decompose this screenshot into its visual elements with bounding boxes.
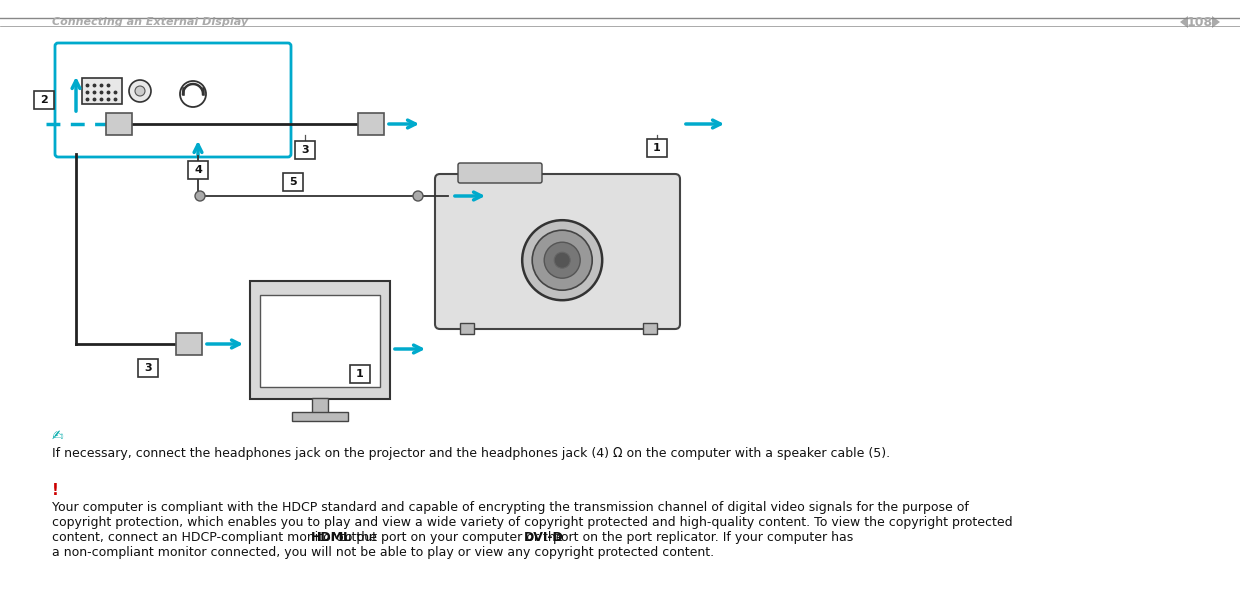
Bar [105, 113, 131, 135]
Text: 1: 1 [653, 143, 661, 153]
Circle shape [195, 191, 205, 201]
Bar [647, 139, 667, 157]
Text: ✍: ✍ [52, 429, 63, 443]
Bar [260, 295, 379, 387]
Text: DVI-D: DVI-D [523, 531, 563, 544]
Bar [358, 113, 384, 135]
Bar [295, 141, 315, 159]
Polygon shape [1180, 16, 1188, 28]
FancyBboxPatch shape [435, 174, 680, 329]
Text: 5: 5 [289, 177, 296, 187]
Text: 3: 3 [301, 145, 309, 155]
Bar [138, 359, 157, 377]
Text: 1: 1 [356, 369, 363, 379]
Text: 2: 2 [40, 95, 48, 105]
Text: copyright protection, which enables you to play and view a wide variety of copyr: copyright protection, which enables you … [52, 516, 1013, 529]
Bar [82, 78, 122, 104]
Bar [188, 161, 208, 179]
Text: If necessary, connect the headphones jack on the projector and the headphones ja: If necessary, connect the headphones jac… [52, 447, 890, 460]
Circle shape [532, 230, 593, 290]
Text: 4: 4 [195, 165, 202, 175]
Text: Connecting an External Display: Connecting an External Display [52, 17, 248, 27]
Text: output port on your computer or the: output port on your computer or the [332, 531, 567, 544]
Text: port on the port replicator. If your computer has: port on the port replicator. If your com… [549, 531, 853, 544]
Text: HDMI: HDMI [311, 531, 348, 544]
Circle shape [135, 86, 145, 96]
Bar [33, 91, 55, 109]
Text: 3: 3 [144, 363, 151, 373]
FancyBboxPatch shape [458, 163, 542, 183]
Circle shape [413, 191, 423, 201]
Bar [250, 281, 391, 399]
Bar [176, 333, 202, 355]
Text: !: ! [52, 483, 58, 498]
Text: Your computer is compliant with the HDCP standard and capable of encrypting the : Your computer is compliant with the HDCP… [52, 501, 968, 514]
Bar [283, 173, 303, 191]
Bar [644, 323, 657, 334]
Bar [291, 412, 348, 421]
Circle shape [129, 80, 151, 102]
Bar [350, 365, 370, 383]
Polygon shape [1211, 16, 1220, 28]
FancyBboxPatch shape [55, 43, 291, 157]
Circle shape [554, 252, 570, 268]
Circle shape [522, 220, 603, 300]
Text: 108: 108 [1187, 15, 1213, 28]
Circle shape [544, 242, 580, 278]
Text: a non-compliant monitor connected, you will not be able to play or view any copy: a non-compliant monitor connected, you w… [52, 546, 714, 559]
Text: content, connect an HDCP-compliant monitor to the: content, connect an HDCP-compliant monit… [52, 531, 381, 544]
Bar [460, 323, 474, 334]
Bar [312, 398, 329, 413]
